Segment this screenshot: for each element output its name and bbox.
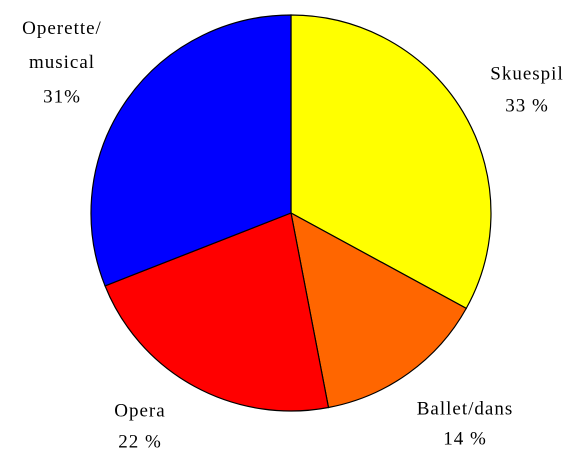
slice-label: Ballet/dans xyxy=(417,398,513,419)
slice-value-label: 22 % xyxy=(118,431,162,452)
slice-label: Opera xyxy=(114,400,165,421)
pie-slice xyxy=(104,212,330,412)
slice-label: Operette/musical xyxy=(22,18,102,73)
pie-slice xyxy=(290,14,492,310)
slice-value-label: 33 % xyxy=(505,95,549,116)
slice-label: Skuespil xyxy=(490,63,563,84)
slice-label-line: musical xyxy=(29,52,95,73)
slice-value-label: 31% xyxy=(43,86,81,107)
slice-label-line: Operette/ xyxy=(22,18,102,39)
pie-slice xyxy=(290,211,468,409)
pie-slice xyxy=(90,14,292,287)
slice-value-label: 14 % xyxy=(443,428,487,449)
